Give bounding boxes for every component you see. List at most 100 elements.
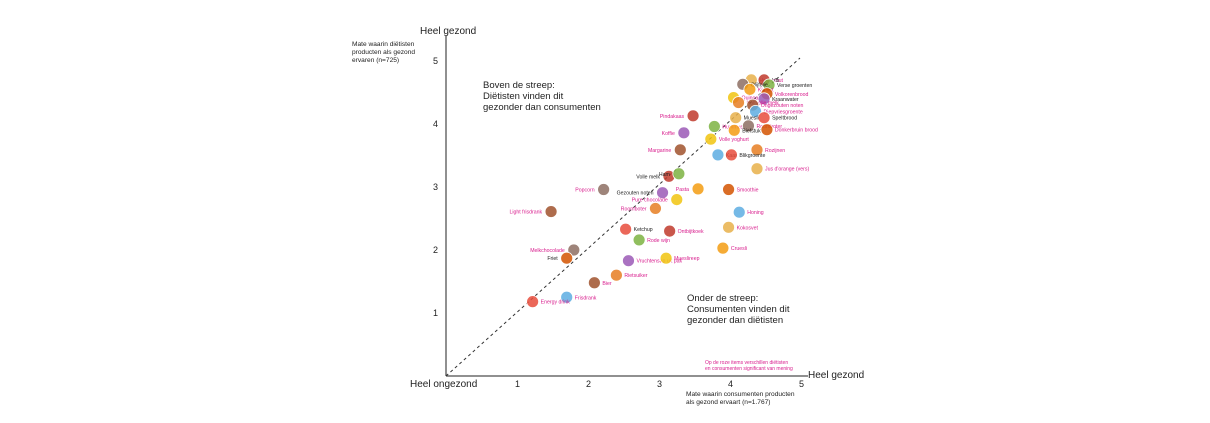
data-point-marker <box>722 183 735 196</box>
y-top-label: Heel gezond <box>420 26 476 37</box>
data-point-label: Jus d'orange (vers) <box>765 167 810 173</box>
data-point-marker <box>656 186 669 200</box>
data-point-marker <box>742 119 755 133</box>
data-point-label: Muesli <box>744 116 759 122</box>
data-point-marker <box>526 295 540 309</box>
data-point-marker <box>691 182 705 196</box>
data-point-label: Pasta <box>676 187 689 193</box>
annotation-below-line-2: Consumenten vinden dit <box>687 304 790 315</box>
data-point-label: Rietsuiker <box>624 273 647 279</box>
data-point-marker <box>560 290 574 304</box>
annotation-below-line-1: Onder de streep: <box>687 293 758 304</box>
y-description-line-2: producten als gezond <box>352 49 415 56</box>
data-point-label: Ontbijtkoek <box>678 229 704 235</box>
data-point-marker <box>750 143 764 157</box>
data-point-label: Volle melk <box>636 174 660 180</box>
data-point-marker <box>727 123 741 137</box>
y-description-line-3: ervaren (n=725) <box>352 57 399 64</box>
annotation-below-line-3: gezonder dan diëtisten <box>687 315 783 326</box>
data-point-label: Rode wijn <box>647 238 670 244</box>
y-description-line-1: Mate waarin diëtisten <box>352 41 415 48</box>
data-point-label: Vis <box>772 78 780 84</box>
data-point-label: Verse groenten <box>777 83 812 89</box>
data-point-marker <box>725 148 738 162</box>
y-tick-label: 5 <box>433 56 438 66</box>
data-point-marker <box>722 220 735 234</box>
data-point-label: Energy drink <box>541 300 571 306</box>
data-point-marker <box>704 132 718 146</box>
data-point-marker <box>560 251 574 265</box>
y-tick-label: 3 <box>433 182 438 192</box>
data-point-marker <box>619 222 633 236</box>
data-point-label: Olijfolie <box>751 82 768 88</box>
data-point-label: Pure chocolade <box>632 198 668 204</box>
data-point-marker <box>686 109 700 123</box>
data-point-marker <box>544 205 558 218</box>
data-point-label: Ketchup <box>634 227 653 233</box>
data-point-label: Ongezouten noten <box>761 103 804 109</box>
y-tick-label: 1 <box>433 308 438 318</box>
data-point-label: Quinoa <box>742 96 759 102</box>
data-point-marker <box>673 143 687 157</box>
data-point-marker <box>659 251 673 265</box>
data-point-label: Friet <box>547 256 558 262</box>
data-point-label: Biefstuk <box>742 128 761 134</box>
data-point-label: Roomboter <box>621 206 647 212</box>
data-point-label: Diepvriesgroente <box>764 109 803 115</box>
x-description-line-1: Mate waarin consumenten producten <box>686 391 795 398</box>
data-point-label: Margarine <box>648 148 671 154</box>
data-point-label: Light frisdrank <box>509 210 542 216</box>
data-point-marker <box>757 111 771 125</box>
x-right-label: Heel gezond <box>808 370 864 381</box>
x-tick-labels: 1 2 3 4 5 <box>515 379 804 389</box>
data-point-marker <box>711 148 725 162</box>
x-tick-label: 5 <box>799 379 804 389</box>
data-point-marker <box>672 167 686 181</box>
data-point-label: Cruesli <box>731 246 747 252</box>
data-point-label: Koffie <box>662 131 675 137</box>
data-point-label: Halfvolle melk <box>747 101 780 107</box>
data-point-marker <box>757 92 771 106</box>
data-point-marker <box>610 268 623 282</box>
data-point-label: Popcorn <box>575 188 594 194</box>
data-point-marker <box>716 241 730 255</box>
data-point-marker <box>677 126 691 140</box>
data-point-label: Rozijnen <box>765 148 785 154</box>
data-point-marker <box>732 96 745 109</box>
data-point-label: Donkerbruin brood <box>775 128 818 134</box>
data-point-marker <box>649 202 662 215</box>
data-point-marker <box>743 82 757 96</box>
data-point-label: Ham <box>659 172 670 178</box>
data-point-label: Blikgroente <box>739 153 765 159</box>
y-tick-label: 4 <box>433 119 438 129</box>
data-point-label: Honing <box>747 210 764 216</box>
data-point-label: Pindakaas <box>660 114 685 120</box>
data-point-label: Smoothie <box>737 188 759 194</box>
x-tick-label: 3 <box>657 379 662 389</box>
data-point-marker <box>749 105 762 118</box>
y-tick-label: 2 <box>433 245 438 255</box>
data-point-label: Kraanwater <box>772 97 799 103</box>
x-tick-label: 1 <box>515 379 520 389</box>
data-point-label: Bier <box>602 281 611 287</box>
data-point-label: Mueslireep <box>674 256 699 262</box>
data-point-marker <box>663 224 677 238</box>
annotation-above-line-1: Boven de streep: <box>483 80 555 91</box>
data-point-marker <box>707 120 721 133</box>
data-point-label: Gezouten noten <box>617 191 654 197</box>
annotation-above-line-3: gezonder dan consumenten <box>483 102 601 113</box>
data-point-marker <box>597 183 611 196</box>
x-description-line-2: als gezond ervaart (n=1.767) <box>686 399 771 406</box>
data-points: HaverzoutVisVerse groentenOlijfolieKipfi… <box>509 73 818 309</box>
data-point-marker <box>567 243 581 257</box>
data-point-label: Speltbrood <box>772 116 797 122</box>
data-point-label: Vruchtensap uit pak <box>636 259 682 265</box>
data-point-marker <box>622 254 635 268</box>
data-point-marker <box>732 205 746 219</box>
annotation-above-line-2: Diëtisten vinden dit <box>483 91 564 102</box>
diagonal-reference-line <box>445 57 801 377</box>
data-point-label: Frisdrank <box>575 295 597 301</box>
x-tick-label: 2 <box>586 379 591 389</box>
data-point-label: Kokosvet <box>737 225 759 231</box>
data-point-marker <box>670 193 684 207</box>
